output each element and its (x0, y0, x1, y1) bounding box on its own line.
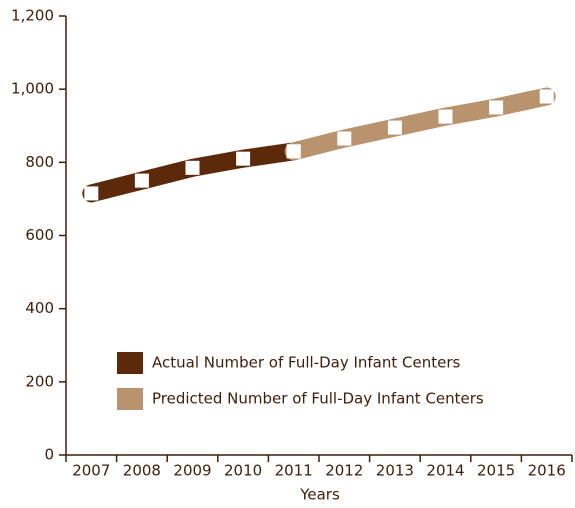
x-tick-label: 2011 (275, 462, 313, 480)
x-tick-label: 2015 (477, 462, 515, 480)
y-tick-label: 0 (44, 446, 54, 464)
data-point (539, 89, 554, 104)
y-tick-label: 1,200 (11, 7, 54, 25)
y-tick-label: 1,000 (11, 80, 54, 98)
legend-label: Predicted Number of Full-Day Infant Cent… (152, 390, 484, 408)
data-point (286, 144, 301, 159)
x-tick-label: 2010 (224, 462, 262, 480)
y-tick-label: 600 (25, 226, 54, 244)
x-axis-title: Years (299, 486, 340, 504)
y-tick-label: 400 (25, 299, 54, 317)
y-tick-label: 200 (25, 372, 54, 390)
x-tick-label: 2016 (528, 462, 566, 480)
x-tick-label: 2014 (426, 462, 464, 480)
x-tick-label: 2013 (376, 462, 414, 480)
data-point (84, 186, 99, 201)
x-tick-label: 2007 (72, 462, 110, 480)
legend-swatch (117, 352, 143, 374)
data-point (185, 160, 200, 175)
legend-label: Actual Number of Full-Day Infant Centers (152, 354, 461, 372)
data-point (236, 151, 251, 166)
x-tick-label: 2008 (123, 462, 161, 480)
x-tick-label: 2009 (173, 462, 211, 480)
data-point (337, 131, 352, 146)
series-line (284, 87, 556, 161)
legend-swatch (117, 388, 143, 410)
data-point (387, 120, 402, 135)
data-point (489, 100, 504, 115)
data-point (134, 173, 149, 188)
data-point (438, 109, 453, 124)
y-tick-label: 800 (25, 153, 54, 171)
x-tick-label: 2012 (325, 462, 363, 480)
